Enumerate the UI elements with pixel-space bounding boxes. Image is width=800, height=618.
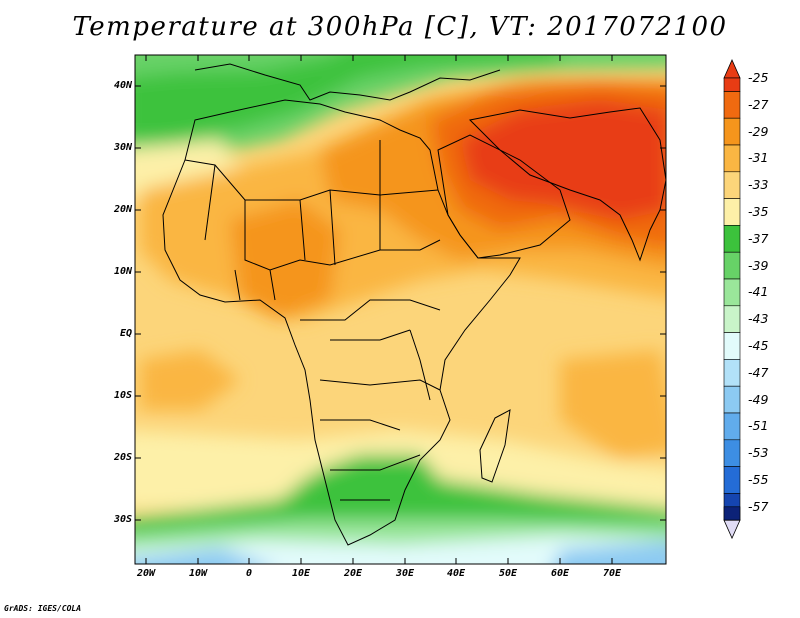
colorbar-swatch — [723, 359, 741, 387]
colorbar-swatch — [723, 225, 741, 253]
colorbar-swatch — [723, 198, 741, 226]
coastlines — [162, 63, 666, 546]
lon-label-70e: 70E — [602, 568, 622, 579]
colorbar-label: -55 — [748, 472, 769, 487]
axis-ticks — [135, 55, 666, 564]
colorbar-swatch — [723, 144, 741, 173]
lon-label-0: 0 — [245, 568, 253, 579]
colorbar-swatch — [723, 278, 741, 307]
credit-text: GrADS: IGES/COLA — [4, 604, 82, 613]
colorbar — [723, 59, 741, 540]
colorbar-label: -49 — [748, 391, 769, 407]
colorbar-swatch — [723, 251, 741, 280]
lat-label-40n: 40N — [113, 80, 132, 91]
colorbar-label: -41 — [748, 284, 769, 300]
colorbar-label: -31 — [748, 150, 769, 166]
colorbar-swatch — [723, 117, 741, 146]
lon-label-50e: 50E — [498, 568, 518, 579]
lon-label-40e: 40E — [446, 568, 466, 579]
lon-label-60e: 60E — [550, 568, 570, 579]
lon-label-10w: 10W — [188, 568, 208, 579]
colorbar-label: -45 — [748, 338, 769, 353]
lat-label-20n: 20N — [113, 204, 132, 215]
colorbar-swatch — [723, 171, 741, 199]
colorbar-label: -25 — [748, 70, 769, 85]
lat-label-10s: 10S — [113, 390, 132, 401]
colorbar-swatch — [723, 305, 741, 333]
lat-label-eq: EQ — [119, 328, 132, 339]
colorbar-swatch — [723, 332, 741, 360]
lat-label-30n: 30N — [113, 142, 132, 153]
lon-label-10e: 10E — [291, 568, 311, 579]
colorbar-swatch — [723, 91, 741, 119]
lon-label-20e: 20E — [343, 568, 363, 579]
colorbar-label: -47 — [748, 364, 769, 380]
temperature-field — [135, 55, 666, 564]
colorbar-arrow-bottom — [723, 519, 741, 540]
colorbar-swatch — [723, 77, 741, 92]
colorbar-swatch — [723, 439, 741, 467]
colorbar-label: -27 — [748, 96, 769, 112]
plot-frame — [134, 54, 667, 565]
lat-label-20s: 20S — [113, 452, 132, 463]
colorbar-label: -29 — [748, 123, 769, 139]
lon-label-20w: 20W — [136, 568, 156, 579]
colorbar-label: -53 — [748, 445, 769, 461]
colorbar-swatch — [723, 412, 741, 441]
lat-label-30s: 30S — [113, 514, 132, 525]
colorbar-label: -37 — [748, 230, 769, 246]
colorbar-label: -39 — [748, 257, 769, 273]
colorbar-swatch — [723, 506, 741, 521]
lat-label-10n: 10N — [113, 266, 132, 277]
colorbar-label: -35 — [748, 204, 769, 219]
lon-label-30e: 30E — [395, 568, 415, 579]
colorbar-label: -57 — [748, 498, 769, 514]
colorbar-label: -43 — [748, 311, 769, 327]
colorbar-label: -33 — [748, 177, 769, 193]
colorbar-swatch — [723, 466, 741, 494]
map-title: Temperature at 300hPa [C], VT: 201707210… — [72, 12, 728, 42]
colorbar-swatch — [723, 385, 741, 414]
colorbar-arrow-top — [723, 59, 741, 79]
colorbar-label: -51 — [748, 418, 769, 434]
